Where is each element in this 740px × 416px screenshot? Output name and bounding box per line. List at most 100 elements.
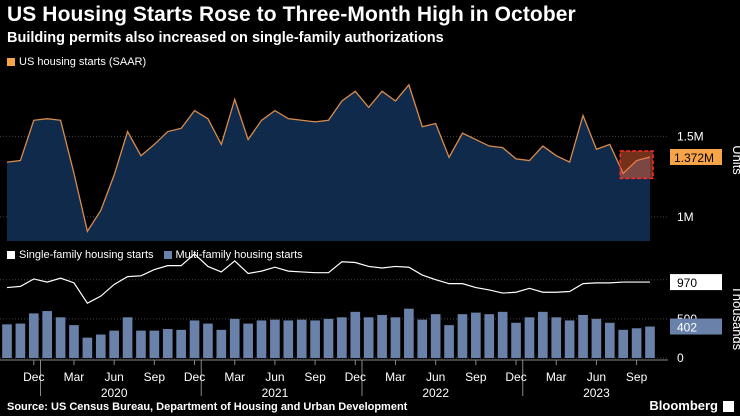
x-year-label: 2021 bbox=[262, 386, 289, 400]
multi-family-bar bbox=[69, 325, 79, 358]
housing-starts-point bbox=[33, 120, 34, 121]
single-family-last-label: 970 bbox=[677, 276, 697, 290]
multi-family-bar bbox=[524, 317, 535, 358]
single-family-swatch bbox=[7, 251, 15, 259]
multi-family-bar bbox=[471, 312, 481, 358]
multi-family-bar bbox=[122, 317, 133, 358]
multi-family-bar bbox=[229, 318, 240, 358]
housing-starts-point bbox=[382, 91, 383, 92]
multi-family-bar bbox=[363, 317, 374, 358]
x-year-label: 2022 bbox=[422, 386, 449, 400]
bloomberg-logo: Bloomberg bbox=[649, 398, 718, 413]
multi-family-bar bbox=[538, 311, 548, 358]
housing-starts-point bbox=[502, 147, 503, 148]
housing-starts-point bbox=[355, 91, 356, 92]
x-month-label: Dec bbox=[23, 370, 44, 384]
housing-starts-point bbox=[395, 100, 396, 101]
top-legend-swatch bbox=[7, 58, 15, 66]
x-month-label: Dec bbox=[345, 370, 366, 384]
chart-subtitle: Building permits also increased on singl… bbox=[7, 30, 444, 46]
multi-family-bar bbox=[591, 318, 602, 358]
x-month-label: Mar bbox=[224, 370, 245, 384]
multi-family-bar bbox=[189, 320, 200, 358]
housing-starts-point bbox=[301, 120, 302, 121]
multi-family-bar bbox=[564, 320, 575, 358]
housing-starts-point bbox=[181, 128, 182, 129]
multi-family-bar bbox=[203, 323, 213, 358]
multi-family-badge bbox=[670, 318, 722, 335]
housing-starts-point bbox=[435, 123, 436, 124]
housing-starts-point bbox=[274, 110, 275, 111]
multi-family-bar bbox=[444, 325, 454, 358]
x-year-label: 2023 bbox=[583, 386, 610, 400]
multi-family-bar bbox=[82, 337, 93, 358]
housing-starts-point bbox=[341, 100, 342, 101]
multi-family-bar bbox=[176, 329, 186, 358]
multi-family-bar bbox=[511, 322, 521, 358]
multi-family-swatch bbox=[163, 251, 172, 259]
multi-family-bar bbox=[404, 308, 414, 358]
top-y-tick-label: 1M bbox=[677, 210, 694, 224]
housing-starts-point bbox=[73, 173, 74, 174]
x-month-label: Dec bbox=[505, 370, 526, 384]
housing-starts-area bbox=[7, 84, 650, 241]
x-month-label: Sep bbox=[304, 370, 326, 384]
multi-family-bar bbox=[618, 329, 629, 358]
x-month-label: Jun bbox=[587, 370, 606, 384]
single-family-line bbox=[6, 253, 650, 305]
multi-family-bar bbox=[28, 313, 39, 358]
housing-starts-point bbox=[489, 146, 490, 147]
housing-starts-line bbox=[6, 83, 651, 233]
multi-family-bar bbox=[256, 320, 267, 358]
multi-family-bar bbox=[497, 311, 508, 358]
multi-family-bar bbox=[645, 326, 655, 358]
x-month-label: Jun bbox=[104, 370, 123, 384]
housing-starts-point bbox=[127, 131, 128, 132]
housing-starts-point bbox=[60, 120, 61, 121]
housing-starts-point bbox=[261, 120, 262, 121]
housing-starts-point bbox=[462, 133, 463, 134]
multi-family-bar bbox=[430, 314, 441, 358]
housing-starts-point bbox=[47, 118, 48, 119]
housing-starts-point bbox=[221, 144, 222, 145]
multi-family-bar bbox=[296, 319, 307, 358]
single-family-legend-label: Single-family housing starts bbox=[19, 249, 154, 261]
housing-starts-point bbox=[569, 162, 570, 163]
x-month-label: Dec bbox=[184, 370, 205, 384]
housing-starts-point bbox=[449, 157, 450, 158]
multi-family-bar bbox=[631, 328, 642, 358]
single-family-badge bbox=[670, 274, 722, 291]
bloomberg-mark-icon bbox=[723, 401, 734, 412]
housing-starts-point bbox=[609, 144, 610, 145]
housing-starts-point bbox=[194, 110, 195, 111]
bottom-legend: Single-family housing starts Multi-famil… bbox=[7, 249, 303, 261]
housing-starts-point bbox=[140, 155, 141, 156]
housing-starts-point bbox=[167, 131, 168, 132]
bottom-y-tick-label: 0 bbox=[677, 351, 684, 365]
housing-starts-point bbox=[100, 210, 101, 211]
multi-family-bar bbox=[578, 314, 588, 358]
multi-family-bar bbox=[162, 329, 173, 358]
last-value-badge bbox=[670, 148, 722, 165]
multi-family-bar bbox=[283, 320, 294, 358]
x-month-label: Mar bbox=[546, 370, 567, 384]
housing-starts-point bbox=[114, 175, 115, 176]
housing-starts-point bbox=[207, 118, 208, 119]
x-month-label: Mar bbox=[64, 370, 85, 384]
x-month-label: Mar bbox=[385, 370, 406, 384]
housing-starts-point bbox=[248, 139, 249, 140]
housing-starts-point bbox=[583, 115, 584, 116]
multi-family-bar bbox=[55, 317, 66, 358]
x-month-label: Sep bbox=[626, 370, 648, 384]
multi-family-bar bbox=[149, 330, 160, 358]
x-year-label: 2020 bbox=[101, 386, 128, 400]
housing-starts-point bbox=[475, 139, 476, 140]
housing-starts-point bbox=[422, 126, 423, 127]
housing-starts-point bbox=[288, 118, 289, 119]
multi-family-bar bbox=[243, 323, 253, 358]
housing-starts-point bbox=[154, 144, 155, 145]
housing-starts-point bbox=[328, 120, 329, 121]
multi-family-bar bbox=[42, 311, 53, 358]
x-month-label: Sep bbox=[144, 370, 166, 384]
housing-starts-point bbox=[20, 160, 21, 161]
